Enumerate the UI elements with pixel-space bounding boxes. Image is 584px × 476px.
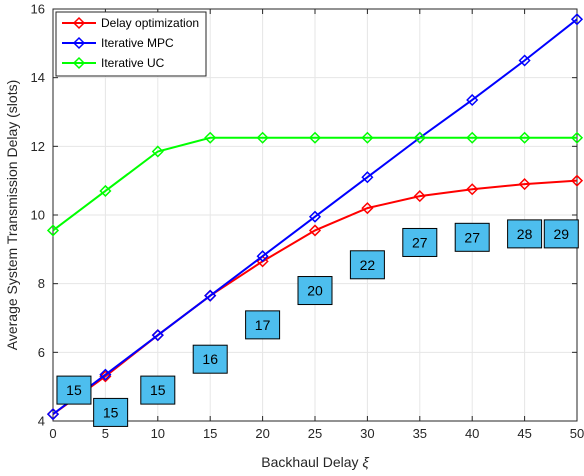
series-point [518,131,531,144]
series-lines [46,13,584,421]
series-line-3 [52,136,577,232]
annotation-box [56,375,92,405]
series-point [518,178,531,191]
x-tick-label: 20 [255,426,269,441]
annotation-boxes: 15 15 15 16 17 20 22 27 27 28 29 [56,219,579,427]
x-tick-label: 15 [203,426,217,441]
series-point [46,408,60,421]
legend-label: Delay optimization [101,16,199,30]
series-point [308,210,322,223]
annotation-box [543,219,579,249]
y-axis-label: Average System Transmission Delay (slots… [4,80,20,351]
series-point [99,370,112,383]
series-point [413,131,426,144]
x-tick-label: 5 [102,426,109,441]
annotation-box [192,344,228,374]
x-tick-label: 35 [413,426,427,441]
annotation-box [349,250,385,280]
annotation-label: 27 [464,229,480,245]
series-point [99,184,112,198]
annotation-label: 16 [202,351,218,367]
x-tick-label: 25 [308,426,322,441]
series-point [256,250,269,263]
y-tick-label: 14 [31,70,45,85]
annotation-box [297,276,333,306]
x-tick-label: 50 [570,426,584,441]
series-point [46,224,60,237]
series-point [518,54,531,67]
series-point [570,13,584,26]
series-point [99,368,112,381]
y-tick-label: 6 [38,345,45,360]
y-tick-label: 8 [38,276,45,291]
x-tick-label: 0 [49,426,56,441]
annotation-box [245,310,281,340]
series-point [413,190,426,203]
series-point [361,171,374,184]
series-point [466,131,479,144]
annotation-box [507,219,543,249]
series-point [308,131,322,144]
legend-marker [72,56,86,70]
annotation-label: 17 [255,317,271,333]
series-point [151,329,164,342]
annotation-label: 15 [103,404,119,420]
legend-marker [72,16,86,30]
annotation-box [93,397,129,427]
annotation-label: 29 [553,226,569,242]
y-tick-label: 16 [31,2,45,17]
series-point [204,131,217,144]
axes: 0 5 10 15 20 25 30 35 40 45 50 4 6 8 10 12 14 16 [31,2,584,442]
series-line-2 [52,18,578,415]
x-axis-label: Backhaul Delay ξ [261,454,369,470]
legend-marker [72,36,86,50]
annotation-label: 22 [360,257,376,273]
y-tick-label: 4 [38,414,45,429]
series-point [570,131,584,144]
x-tick-label: 10 [151,426,165,441]
annotation-label: 27 [412,234,428,250]
legend: Delay optimization Iterative MPC Iterative… [55,11,207,77]
annotation-label: 15 [66,382,82,398]
series-point [256,131,269,144]
annotation-label: 20 [307,283,323,299]
legend-label: Iterative UC [101,56,165,70]
annotation-box [140,375,176,405]
annotation-box [454,222,490,252]
annotation-box [402,227,438,257]
series-point [151,145,164,158]
series-point [570,174,584,187]
y-tick-label: 10 [31,208,45,223]
legend-label: Iterative MPC [101,36,174,50]
series-point [204,289,217,302]
annotation-label: 15 [150,382,166,398]
plot-frame [52,8,578,422]
series-point [308,224,322,237]
series-point [361,131,374,144]
x-tick-label: 40 [465,426,479,441]
x-tick-label: 30 [360,426,374,441]
series-point [466,93,479,107]
y-tick-label: 12 [31,139,45,154]
annotation-label: 28 [517,226,533,242]
series-point [466,183,479,196]
x-tick-label: 45 [517,426,531,441]
series-point [361,202,374,215]
